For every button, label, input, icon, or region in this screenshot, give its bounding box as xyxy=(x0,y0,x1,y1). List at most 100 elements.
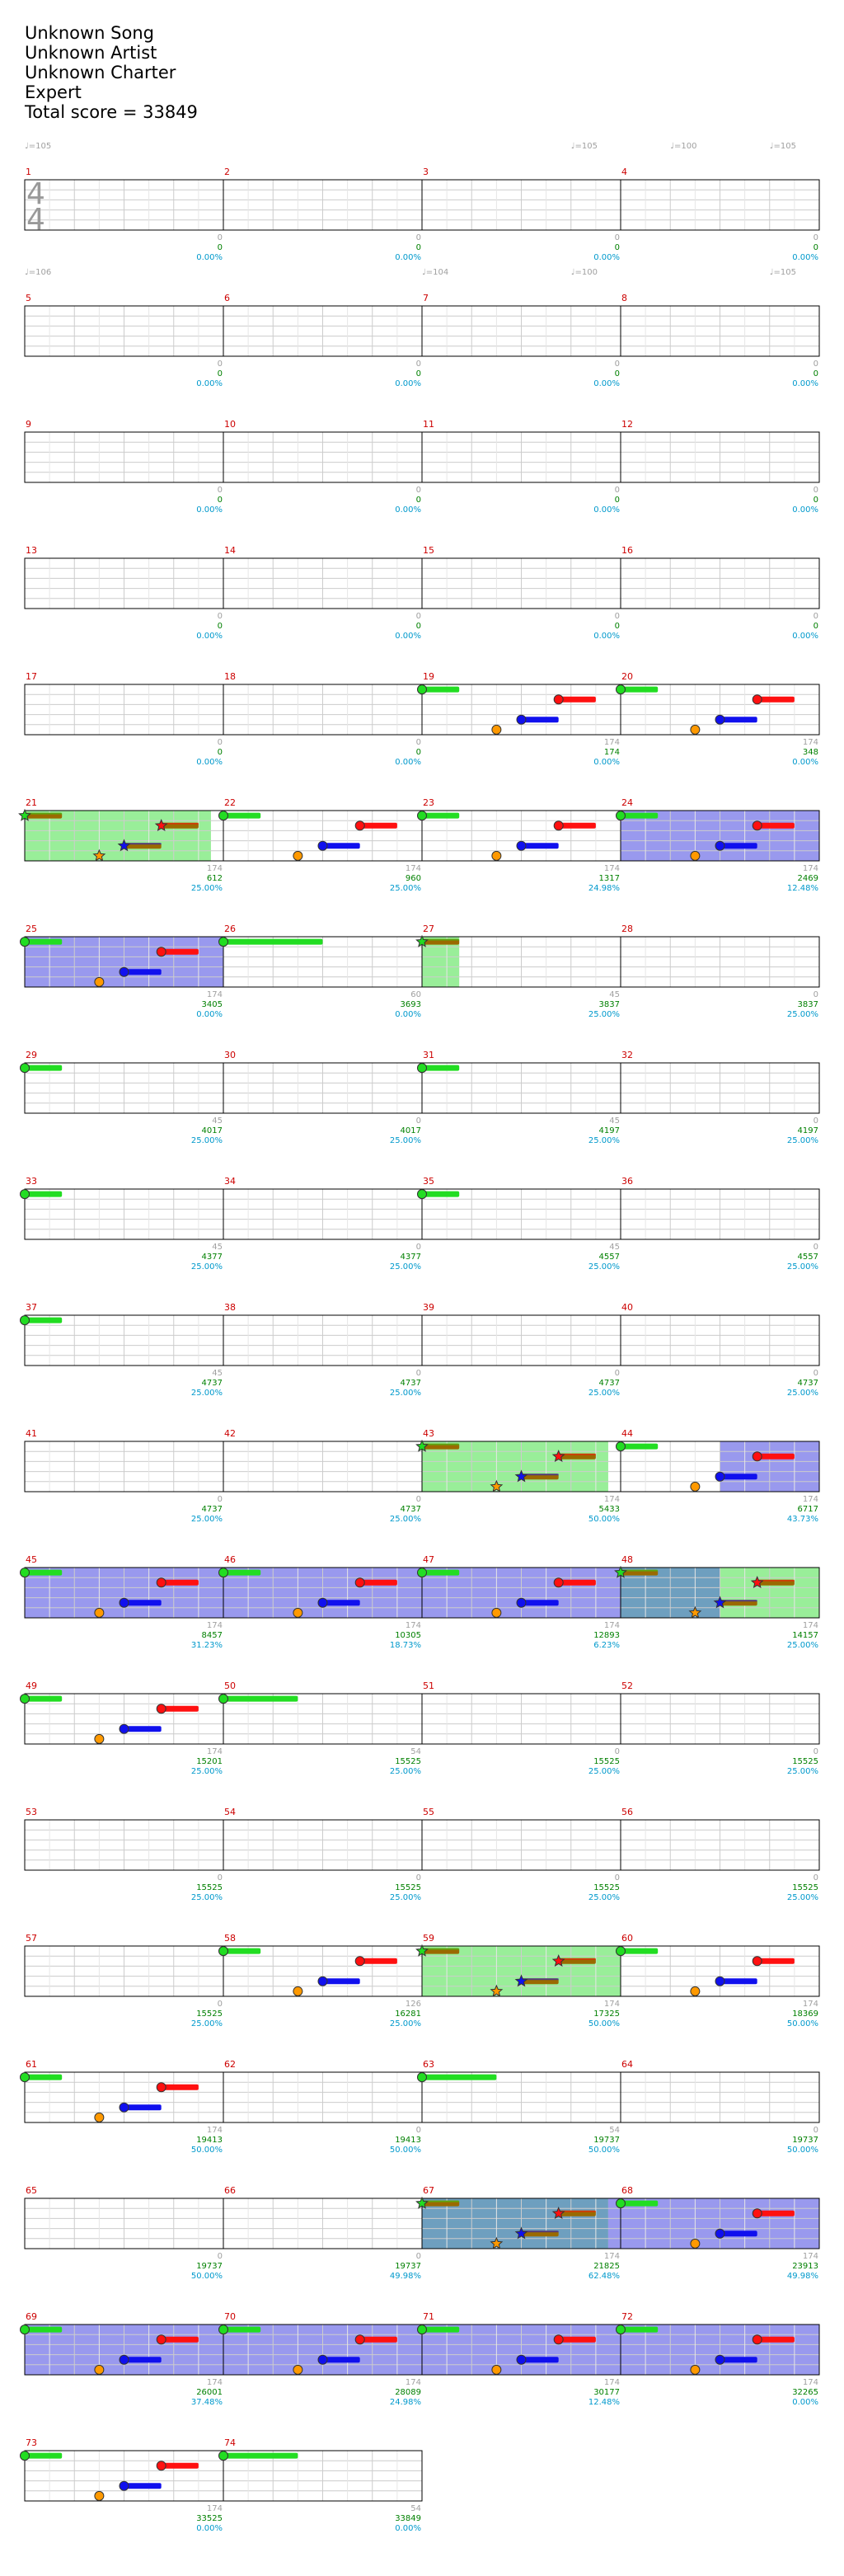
orange-note xyxy=(690,1986,701,1996)
score-value: 19413 xyxy=(395,2136,421,2145)
red-note xyxy=(553,694,564,705)
score-value: 3405 xyxy=(202,1000,223,1009)
score-value: 4737 xyxy=(202,1505,223,1514)
orange-star-note xyxy=(688,1605,702,1619)
blue-sustain xyxy=(124,2104,162,2111)
green-sustain xyxy=(25,2074,63,2080)
blue-note xyxy=(715,2228,725,2239)
sp-value: 174 xyxy=(207,990,223,999)
red-note xyxy=(156,2461,166,2471)
blue-star-note xyxy=(514,1469,528,1483)
measure-number: 54 xyxy=(224,1807,236,1817)
green-note xyxy=(417,684,427,695)
measure-number: 28 xyxy=(621,924,633,934)
red-sustain xyxy=(757,2210,795,2216)
orange-star-note xyxy=(490,1984,504,1997)
sp-value: 0 xyxy=(218,360,223,369)
percent-value: 50.00% xyxy=(588,1515,620,1524)
score-value: 15525 xyxy=(395,1883,421,1892)
percent-value: 25.00% xyxy=(787,1641,818,1650)
measure-number: 40 xyxy=(621,1302,633,1313)
measure-number: 17 xyxy=(26,671,37,682)
red-note xyxy=(553,820,564,831)
staff-row xyxy=(24,1819,820,1871)
blue-star-note xyxy=(514,1974,528,1987)
measure-number: 4 xyxy=(621,167,627,177)
score-value: 174 xyxy=(604,748,620,757)
orange-note xyxy=(690,1481,701,1492)
score-value: 4557 xyxy=(599,1253,620,1262)
activation-region xyxy=(607,2198,819,2249)
measure-number: 63 xyxy=(423,2059,434,2070)
score-value: 3693 xyxy=(401,1000,421,1009)
score-value: 28089 xyxy=(395,2388,421,2397)
sp-value: 174 xyxy=(207,1747,223,1756)
blue-sustain-edge xyxy=(521,1978,559,1981)
percent-value: 25.00% xyxy=(390,1767,421,1776)
measure-number: 7 xyxy=(423,293,429,303)
staff-row xyxy=(24,2198,820,2249)
score-value: 0 xyxy=(218,622,223,631)
time-signature-denominator: 4 xyxy=(26,203,45,237)
score-value: 19737 xyxy=(196,2262,223,2271)
green-note xyxy=(20,1694,30,1704)
red-note xyxy=(553,2334,564,2345)
score-value: 33525 xyxy=(196,2514,223,2523)
percent-value: 25.00% xyxy=(787,1262,818,1272)
blue-sustain xyxy=(720,843,757,849)
green-note xyxy=(616,2198,626,2209)
red-sustain xyxy=(757,2336,795,2343)
green-sustain-edge xyxy=(422,1443,460,1445)
red-sustain xyxy=(757,1958,795,1964)
green-sustain xyxy=(422,1065,460,1071)
green-sustain-edge xyxy=(422,1948,460,1950)
green-sustain xyxy=(621,2200,659,2207)
percent-value: 37.48% xyxy=(191,2398,223,2407)
percent-value: 25.00% xyxy=(588,1136,620,1145)
score-value: 17325 xyxy=(593,2010,620,2019)
sp-value: 0 xyxy=(615,486,620,495)
staff-row xyxy=(24,936,820,988)
score-value: 4377 xyxy=(401,1253,421,1262)
score-value: 26001 xyxy=(196,2388,223,2397)
blue-note xyxy=(715,1976,725,1986)
staff-row xyxy=(24,179,820,231)
percent-value: 25.00% xyxy=(390,1136,421,1145)
sp-value: 54 xyxy=(410,1747,421,1756)
red-sustain xyxy=(757,1453,795,1460)
red-sustain xyxy=(558,696,596,703)
measure-number: 47 xyxy=(423,1554,434,1565)
percent-value: 0.00% xyxy=(196,1010,223,1019)
score-value: 19737 xyxy=(792,2136,818,2145)
percent-value: 24.98% xyxy=(588,884,620,893)
score-value: 15525 xyxy=(792,1883,818,1892)
green-note xyxy=(417,1189,427,1200)
sp-value: 0 xyxy=(814,990,818,999)
measure-number: 48 xyxy=(621,1554,633,1565)
score-value: 0 xyxy=(218,748,223,757)
green-star-note xyxy=(18,808,31,821)
green-sustain xyxy=(422,1191,460,1197)
measure-number: 55 xyxy=(423,1807,434,1817)
measure-number: 44 xyxy=(621,1428,633,1439)
score-value: 15525 xyxy=(792,1757,818,1766)
score-value: 15525 xyxy=(395,1757,421,1766)
red-note xyxy=(752,820,762,831)
measure-number: 45 xyxy=(26,1554,37,1565)
sp-value: 0 xyxy=(218,612,223,621)
measure-number: 6 xyxy=(224,293,230,303)
blue-note xyxy=(317,1976,328,1986)
measure-number: 68 xyxy=(621,2185,633,2196)
score-value: 0 xyxy=(416,622,421,631)
red-note xyxy=(752,2208,762,2219)
percent-value: 0.00% xyxy=(792,379,818,388)
score-value: 0 xyxy=(615,243,620,252)
measure-number: 51 xyxy=(423,1681,434,1691)
score-value: 0 xyxy=(218,243,223,252)
green-sustain xyxy=(621,2326,659,2333)
green-sustain xyxy=(422,686,460,693)
green-note xyxy=(218,2325,228,2335)
sp-value: 60 xyxy=(410,990,421,999)
percent-value: 25.00% xyxy=(390,1389,421,1398)
orange-note xyxy=(293,1986,303,1996)
